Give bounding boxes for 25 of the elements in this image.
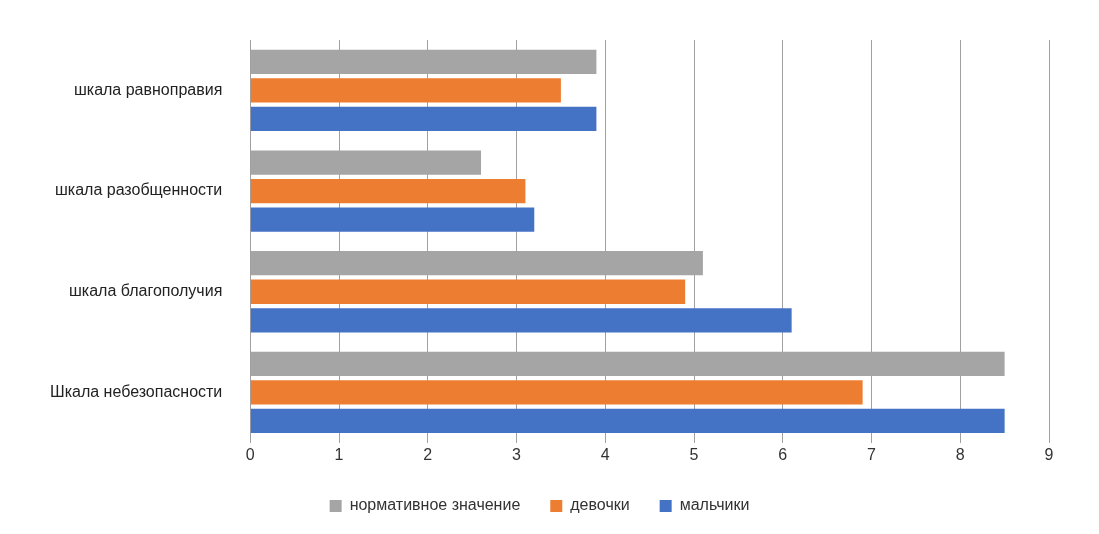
legend-label: девочки <box>570 496 630 514</box>
bar <box>250 78 561 103</box>
bar <box>250 380 863 405</box>
y-tick-label: Шкала небезопасности <box>50 382 223 400</box>
x-tick-label: 8 <box>955 445 965 463</box>
bar <box>250 308 792 333</box>
bar <box>250 106 597 132</box>
x-tick-label: 6 <box>778 445 788 463</box>
x-tick-label: 0 <box>245 445 255 463</box>
bar <box>250 178 526 204</box>
y-tick-label: шкала разобщенности <box>54 181 223 199</box>
y-tick-label: шкала равноправия <box>73 80 223 98</box>
bar <box>250 408 1005 434</box>
bar <box>250 279 686 304</box>
x-tick-label: 1 <box>334 445 344 463</box>
x-tick-label: 9 <box>1044 445 1054 463</box>
y-tick-label: шкала благополучия <box>68 282 223 300</box>
bar <box>250 207 535 232</box>
x-tick-label: 2 <box>423 445 433 463</box>
x-tick-label: 3 <box>512 445 522 463</box>
x-tick-label: 7 <box>867 445 877 463</box>
legend-label: мальчики <box>679 496 750 514</box>
x-tick-label: 4 <box>600 445 610 463</box>
x-tick-label: 5 <box>689 445 699 463</box>
legend-label: нормативное значение <box>349 496 521 514</box>
